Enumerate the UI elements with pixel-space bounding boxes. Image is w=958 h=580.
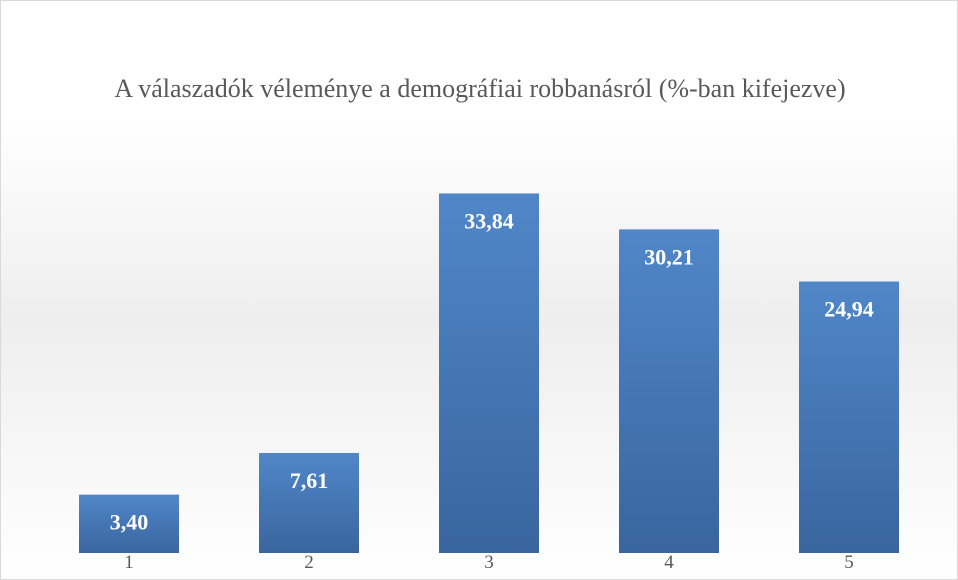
data-label: 30,21 <box>644 244 694 269</box>
x-tick-label: 5 <box>844 552 854 573</box>
x-tick-label: 1 <box>124 552 134 573</box>
x-tick-label: 3 <box>484 552 494 573</box>
bar <box>79 494 179 553</box>
bar <box>439 193 539 554</box>
x-tick-label: 2 <box>304 552 314 573</box>
chart-title: A válaszadók véleménye a demográfiai rob… <box>114 74 846 103</box>
data-label: 33,84 <box>464 208 514 233</box>
data-label: 24,94 <box>824 297 874 322</box>
data-label: 3,40 <box>110 510 149 535</box>
data-label: 7,61 <box>290 468 329 493</box>
bar <box>619 229 719 553</box>
x-tick-label: 4 <box>664 552 674 573</box>
bar <box>259 452 359 553</box>
bar <box>799 281 899 553</box>
